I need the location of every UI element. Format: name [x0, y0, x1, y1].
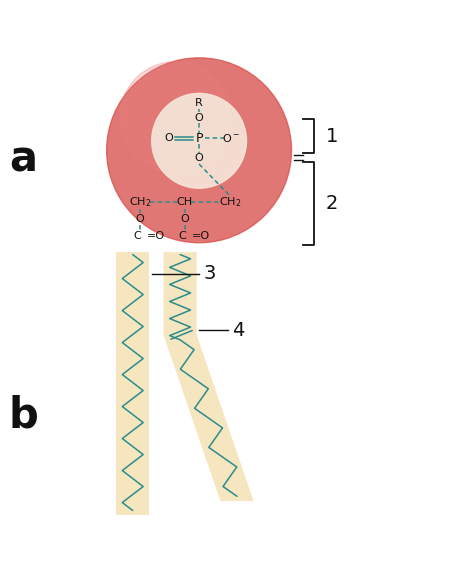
Text: CH$_2$: CH$_2$ — [128, 195, 151, 209]
Text: 2: 2 — [326, 194, 338, 213]
Text: O: O — [164, 134, 173, 143]
Text: 4: 4 — [232, 321, 245, 340]
Text: O: O — [136, 214, 144, 224]
Text: O: O — [195, 153, 203, 164]
Circle shape — [107, 58, 292, 243]
Polygon shape — [116, 252, 149, 515]
Circle shape — [107, 58, 292, 243]
Text: CH$_2$: CH$_2$ — [219, 195, 241, 209]
Text: C: C — [134, 230, 141, 241]
Text: O$^-$: O$^-$ — [222, 132, 240, 144]
Circle shape — [120, 62, 231, 173]
Text: =O: =O — [191, 230, 210, 241]
Polygon shape — [164, 252, 254, 501]
Text: P: P — [195, 132, 203, 145]
Text: C: C — [179, 230, 186, 241]
Text: b: b — [9, 395, 39, 437]
Text: R: R — [195, 98, 203, 108]
Text: 3: 3 — [204, 264, 216, 283]
Circle shape — [152, 93, 246, 188]
Text: O: O — [181, 214, 189, 224]
Text: CH: CH — [177, 198, 193, 207]
Text: =O: =O — [146, 230, 164, 241]
Text: O: O — [195, 113, 203, 123]
Text: a: a — [9, 139, 38, 181]
Text: 1: 1 — [326, 127, 338, 145]
